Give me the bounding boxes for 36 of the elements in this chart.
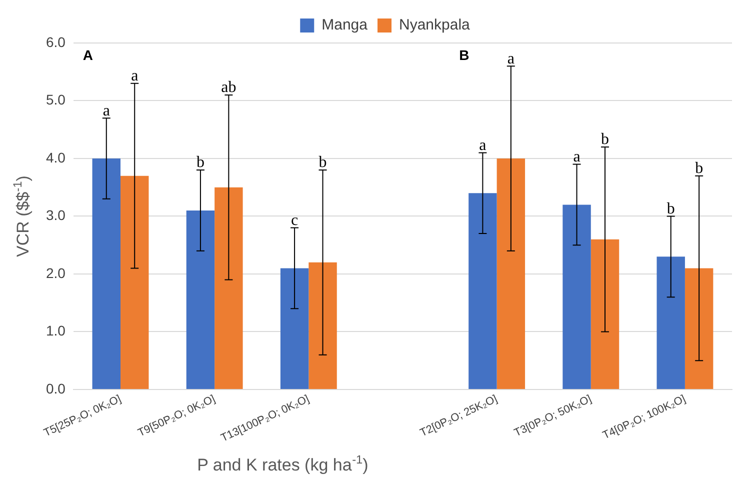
annotation: A bbox=[82, 46, 93, 63]
bar bbox=[684, 268, 714, 389]
annotation: b bbox=[666, 200, 675, 218]
annotation: b bbox=[318, 154, 327, 172]
bar bbox=[280, 268, 309, 389]
legend-label: Manga bbox=[322, 16, 368, 34]
y-tick-label: 6.0 bbox=[46, 34, 66, 50]
bar bbox=[92, 158, 120, 389]
annotation: a bbox=[102, 102, 110, 120]
bar bbox=[308, 262, 337, 389]
bar bbox=[562, 204, 591, 389]
bar bbox=[186, 210, 215, 389]
annotation: a bbox=[573, 148, 580, 166]
y-tick-label: 2.0 bbox=[46, 264, 66, 281]
y-axis-title: VCR ($$-1) bbox=[10, 176, 33, 257]
y-tick-label: 3.0 bbox=[46, 207, 66, 224]
annotation: b bbox=[196, 154, 204, 172]
annotation: c bbox=[290, 212, 298, 229]
y-tick-label: 5.0 bbox=[46, 92, 66, 108]
annotation: b bbox=[600, 131, 609, 148]
annotation: a bbox=[507, 50, 514, 68]
annotation: b bbox=[695, 160, 704, 178]
bar bbox=[468, 193, 497, 389]
legend-label: Nyankpala bbox=[398, 16, 471, 34]
y-tick-label: 1.0 bbox=[46, 322, 66, 339]
y-tick-label: 4.0 bbox=[46, 149, 66, 166]
bar bbox=[496, 158, 526, 389]
annotation: a bbox=[131, 68, 138, 85]
bar bbox=[590, 239, 620, 389]
bar bbox=[656, 256, 685, 389]
annotation: ab bbox=[221, 79, 236, 96]
annotation: B bbox=[459, 46, 470, 63]
annotation: a bbox=[479, 136, 486, 154]
y-tick-label: 0.0 bbox=[46, 380, 66, 396]
bar bbox=[120, 176, 149, 389]
bar bbox=[214, 187, 243, 389]
